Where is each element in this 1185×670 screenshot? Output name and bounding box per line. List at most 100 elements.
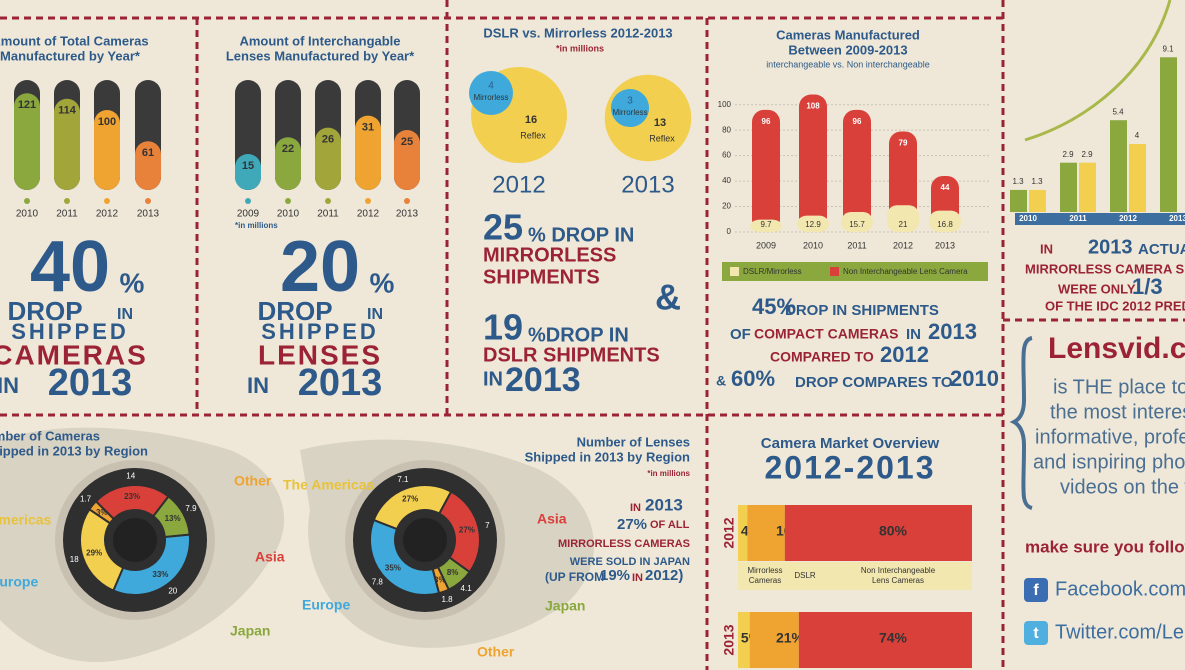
facebook-icon	[1024, 578, 1048, 602]
year-label: 2010	[16, 209, 39, 220]
title: Lensvid.co	[1048, 332, 1185, 365]
tagline: the most interesti	[1050, 401, 1185, 423]
bar-segment	[749, 612, 799, 668]
bar	[1029, 189, 1046, 212]
year-label: 2013	[935, 240, 955, 250]
statement: IN	[483, 368, 503, 390]
value-label: 31	[362, 122, 374, 134]
stat-word: IN	[0, 373, 19, 398]
bar	[94, 110, 120, 190]
statement: DROP IN SHIPMENTS	[785, 302, 939, 319]
title: Amount of Interchangable	[239, 33, 400, 48]
year-label: 2011	[1069, 214, 1087, 223]
tagline: and isnpiring photog	[1033, 451, 1185, 473]
year-dot	[365, 198, 371, 204]
bar	[1110, 120, 1127, 212]
legend-swatch	[830, 267, 839, 276]
value-label: 80%	[879, 523, 908, 539]
value-label: 79	[899, 139, 908, 148]
amount-label: 4.1	[461, 584, 473, 593]
bar	[797, 215, 829, 232]
stat-word: CAMERAS	[0, 339, 148, 370]
year-dot	[285, 198, 291, 204]
statement: 60%	[731, 366, 775, 391]
value-label: 108	[806, 102, 820, 111]
year-label: 2010	[1019, 214, 1037, 223]
mirrorless-circle	[469, 71, 513, 115]
stat-word: DROP	[7, 296, 82, 326]
value-label: 121	[18, 99, 36, 111]
year-dot	[64, 198, 70, 204]
twitter-icon	[1024, 621, 1048, 645]
year-label: 2009	[237, 209, 260, 220]
bar	[394, 130, 420, 190]
value-label: 15	[242, 160, 254, 172]
y-tick-label: 60	[722, 151, 731, 160]
statement: IN	[1040, 241, 1053, 256]
region-label: Other	[234, 473, 272, 489]
value-label: 9.1	[1162, 44, 1174, 53]
link[interactable]: Twitter.com/Lens	[1055, 621, 1185, 643]
note: *in millions	[235, 221, 278, 230]
region-label: Japan	[230, 623, 270, 639]
stat-word: IN	[117, 306, 133, 323]
bar	[929, 210, 961, 232]
region-label: The Americas	[0, 512, 52, 528]
statement: OF THE IDC 2012 PRED	[1045, 298, 1185, 313]
stat: 20	[280, 227, 360, 307]
statement: (UP FROM	[545, 570, 604, 584]
amount-label: 7	[485, 521, 490, 530]
link[interactable]: Facebook.com/L	[1055, 578, 1185, 600]
title: Manufactured by Year*	[0, 48, 141, 63]
year-dot	[325, 198, 331, 204]
statement: %DROP IN	[528, 324, 629, 346]
bar	[315, 127, 341, 190]
statement: IN	[906, 326, 921, 343]
statement: &	[716, 373, 726, 389]
stat-word: LENSES	[258, 339, 382, 370]
stat-year: 2013	[48, 362, 133, 404]
stat-unit: %	[370, 267, 395, 298]
legend-label: Non Interchangeable Lens Camera	[843, 267, 968, 276]
legend-label: Non Interchangeable	[861, 566, 936, 575]
brace	[1009, 336, 1033, 510]
statement: OF ALL	[650, 519, 690, 531]
title: Shipped in 2013 by Region	[525, 449, 690, 464]
tagline: videos on the w	[1060, 476, 1185, 498]
tagline: is THE place to f	[1053, 376, 1185, 398]
bar	[54, 98, 80, 190]
statement: 2013	[1088, 236, 1133, 258]
statement: 2012)	[645, 567, 683, 584]
bar	[843, 109, 871, 232]
legend-label: Mirrorless	[747, 566, 782, 575]
statement: 45%	[752, 294, 796, 319]
statement: WERE SOLD IN JAPAN	[570, 556, 690, 568]
bar	[752, 109, 780, 232]
value-label: 61	[142, 147, 154, 159]
bar-segment	[798, 612, 972, 668]
reflex-label: Reflex	[520, 130, 546, 140]
value-label: 2.9	[1081, 150, 1093, 159]
title: Camera Market Overview	[761, 435, 940, 452]
statement: 2013	[928, 319, 977, 344]
value-label: 33%	[152, 570, 168, 579]
statement: % DROP IN	[528, 224, 634, 246]
amount-label: 18	[70, 555, 79, 564]
title: Shipped in 2013 by Region	[0, 443, 148, 458]
value-label: 16.8	[937, 220, 953, 229]
bar	[275, 137, 301, 190]
statement: IN	[632, 572, 643, 584]
legend-label: Lens Cameras	[872, 576, 924, 585]
bar	[841, 212, 873, 232]
statement: 2012	[880, 342, 929, 367]
value-label: 23%	[124, 492, 140, 501]
statement: 2010	[950, 366, 999, 391]
value-label: 21%	[776, 630, 805, 646]
amount-label: 20	[168, 587, 177, 596]
bar-segment	[738, 505, 748, 561]
value-label: 16	[525, 114, 537, 126]
value-label: 2.9	[1062, 150, 1074, 159]
value-label: 4	[1135, 131, 1140, 140]
statement: COMPARED TO	[770, 349, 874, 365]
